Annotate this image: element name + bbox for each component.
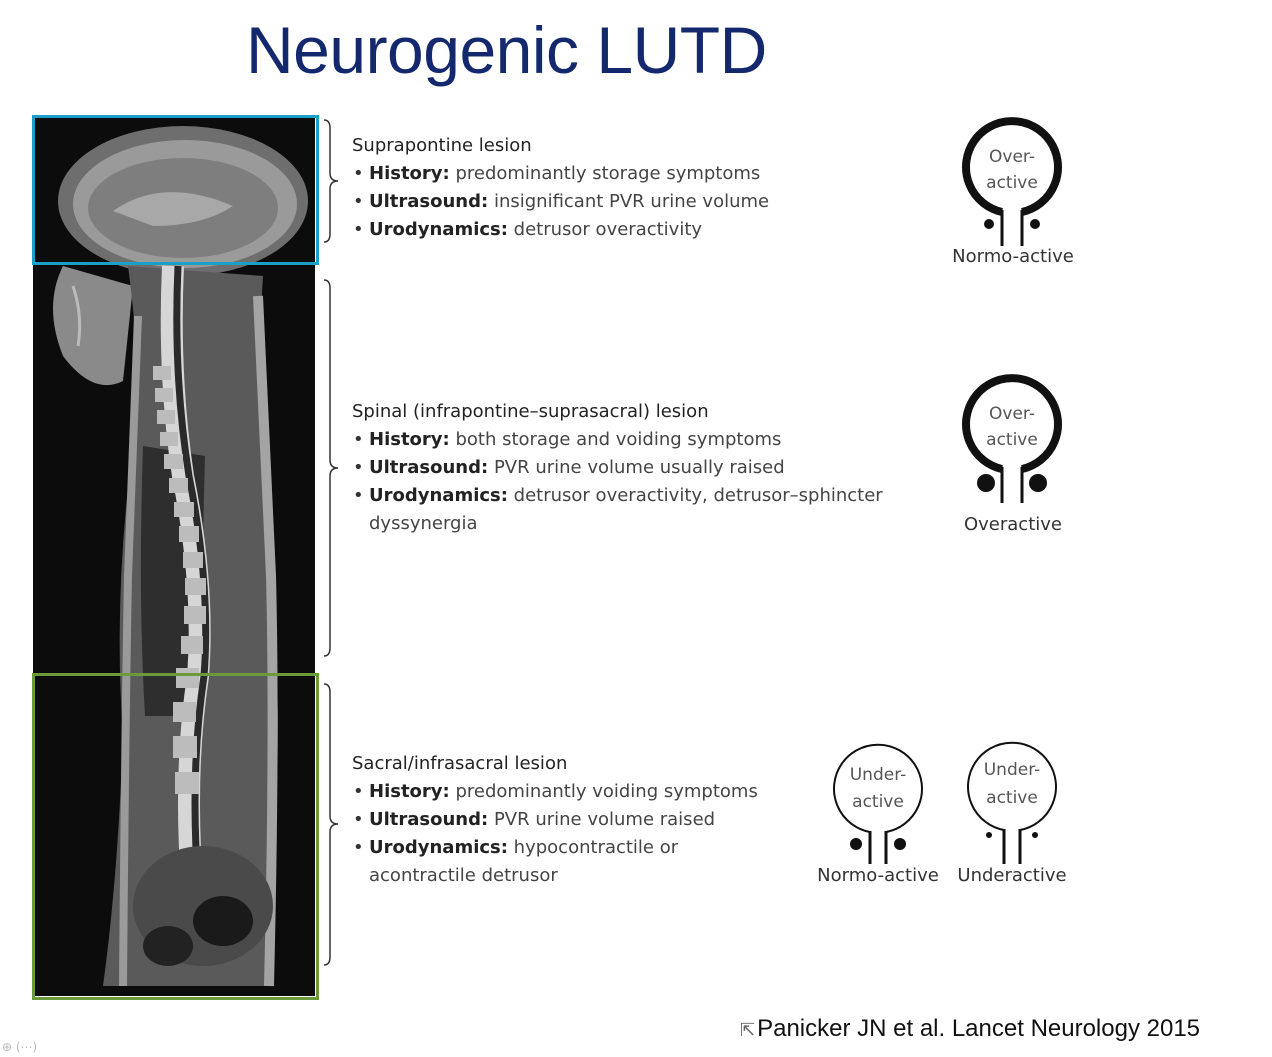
sphincter-label: Normo-active — [952, 246, 1074, 267]
bullet-urodynamics: Urodynamics: detrusor overactivity, detr… — [352, 482, 883, 538]
section-spinal: Spinal (infrapontine–suprasacral) lesion… — [352, 398, 883, 538]
detrusor-label: Over- — [989, 147, 1035, 167]
sphincter-label: Overactive — [963, 514, 1062, 535]
detrusor-label: Under- — [850, 765, 907, 785]
brace-sacral — [323, 683, 339, 966]
bladder-diagram-spinal: Over- active — [960, 374, 1064, 507]
bullet-ultrasound: Ultrasound: PVR urine volume usually rai… — [352, 454, 883, 482]
brace-suprapontine — [323, 119, 339, 243]
bullet-history: History: both storage and voiding sympto… — [352, 426, 883, 454]
sphincter-label: Underactive — [957, 865, 1067, 886]
detrusor-label: active — [852, 792, 904, 812]
detrusor-label: active — [986, 788, 1038, 808]
detrusor-label: Over- — [989, 404, 1035, 424]
slide-title: Neurogenic LUTD — [246, 13, 767, 87]
citation-text: Panicker JN et al. Lancet Neurology 2015 — [757, 1015, 1201, 1042]
sphincter-label: Normo-active — [817, 865, 939, 886]
bullet-ultrasound: Ultrasound: insignificant PVR urine volu… — [352, 188, 769, 216]
bullet-history: History: predominantly storage symptoms — [352, 160, 769, 188]
brace-spinal — [323, 279, 339, 657]
section-heading: Sacral/infrasacral lesion — [352, 753, 568, 774]
bladder-diagram-sacral-underactive: Under- active — [964, 738, 1060, 866]
zoom-controls[interactable]: ⊕ (⋯) — [2, 1040, 38, 1054]
sacral-region-box — [32, 673, 319, 1000]
detrusor-label: active — [986, 430, 1038, 450]
section-sacral: Sacral/infrasacral lesion History: predo… — [352, 750, 758, 890]
citation: ⇱Panicker JN et al. Lancet Neurology 201… — [740, 1015, 1200, 1043]
mouse-cursor-icon: ⇱ — [740, 1020, 756, 1040]
bullet-ultrasound: Ultrasound: PVR urine volume raised — [352, 806, 758, 834]
detrusor-label: active — [986, 173, 1038, 193]
section-heading: Suprapontine lesion — [352, 135, 532, 156]
section-heading: Spinal (infrapontine–suprasacral) lesion — [352, 401, 709, 422]
bullet-urodynamics: Urodynamics: detrusor overactivity — [352, 216, 769, 244]
section-suprapontine: Suprapontine lesion History: predominant… — [352, 132, 769, 244]
bladder-diagram-suprapontine: Over- active — [960, 117, 1064, 250]
bullet-history: History: predominantly voiding symptoms — [352, 778, 758, 806]
suprapontine-region-box — [32, 115, 319, 265]
bullet-urodynamics: Urodynamics: hypocontractile oracontract… — [352, 834, 758, 890]
detrusor-label: Under- — [984, 760, 1041, 780]
bladder-diagram-sacral-normoactive: Under- active — [830, 742, 926, 866]
